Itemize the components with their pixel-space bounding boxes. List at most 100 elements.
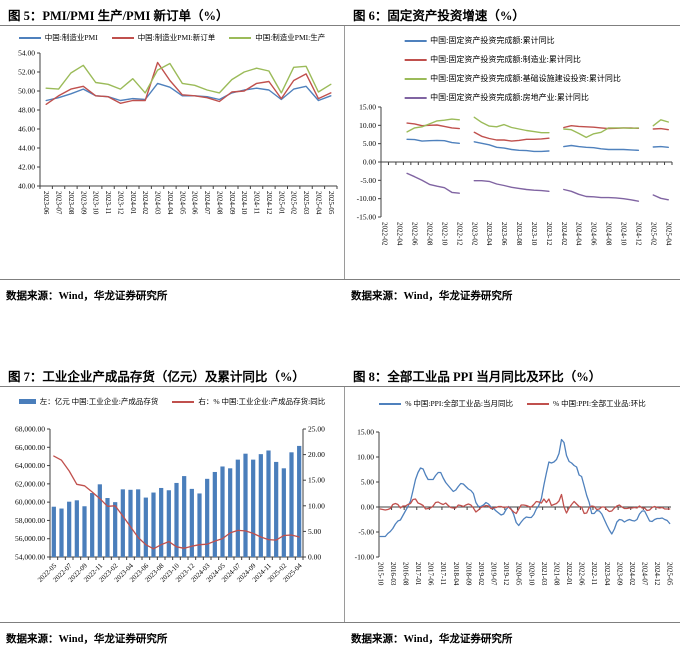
- svg-text:-15.00: -15.00: [357, 213, 377, 222]
- svg-text:2023-02: 2023-02: [470, 222, 478, 246]
- svg-text:-10.00: -10.00: [357, 194, 377, 203]
- figure7-title: 图 7：工业企业产成品存货（亿元）及累计同比（%）: [8, 370, 305, 384]
- figure8-source: 数据来源：Wind，华龙证券研究所: [351, 634, 513, 645]
- svg-text:2024-07: 2024-07: [641, 562, 649, 586]
- svg-text:48.00: 48.00: [18, 106, 35, 115]
- legend-label: 中国:固定资产投资完成额:基础设施建设投资:累计同比: [430, 74, 621, 83]
- svg-text:2023-07: 2023-07: [55, 191, 63, 215]
- svg-text:2023-09: 2023-09: [79, 191, 87, 215]
- svg-text:10.00: 10.00: [357, 453, 374, 462]
- svg-text:2023-08: 2023-08: [515, 222, 523, 246]
- svg-text:0.00: 0.00: [363, 158, 376, 167]
- svg-text:2015-10: 2015-10: [376, 562, 384, 586]
- svg-text:2024-04: 2024-04: [575, 222, 583, 246]
- legend-label: 中国:制造业PMI:新订单: [137, 33, 216, 42]
- svg-text:2024-09: 2024-09: [228, 191, 236, 215]
- svg-text:2023-06: 2023-06: [42, 191, 50, 215]
- ppi-chart-legend: % 中国:PPI:全部工业品:当月同比 % 中国:PPI:全部工业品:环比: [345, 398, 680, 409]
- legend-label: 左：亿元 中国:工业企业:产成品存货: [39, 397, 159, 406]
- svg-text:2023-12: 2023-12: [545, 222, 553, 246]
- svg-text:2022-11: 2022-11: [590, 562, 598, 586]
- svg-text:2024-10: 2024-10: [620, 222, 628, 246]
- svg-text:2024-03: 2024-03: [154, 191, 162, 215]
- svg-text:5.00: 5.00: [308, 527, 321, 536]
- svg-text:2024-08: 2024-08: [605, 222, 613, 246]
- svg-text:2024-11: 2024-11: [253, 191, 261, 215]
- figure7-source: 数据来源：Wind，华龙证券研究所: [6, 634, 168, 645]
- svg-text:2025-03: 2025-03: [302, 191, 310, 215]
- figure5-source: 数据来源：Wind，华龙证券研究所: [6, 291, 168, 302]
- svg-text:2020-05: 2020-05: [515, 562, 523, 586]
- svg-text:2016-08: 2016-08: [401, 562, 409, 586]
- svg-text:-5.00: -5.00: [358, 528, 374, 537]
- svg-text:2023-09: 2023-09: [615, 562, 623, 586]
- legend-label: % 中国:PPI:全部工业品:环比: [553, 399, 646, 408]
- svg-text:58,000.00: 58,000.00: [15, 516, 45, 525]
- svg-text:2019-12: 2019-12: [502, 562, 510, 586]
- horizontal-rule: [0, 386, 680, 387]
- svg-text:2024-01: 2024-01: [129, 191, 137, 215]
- legend-item: 右：% 中国:工业企业:产成品存货:同比: [172, 396, 325, 407]
- legend-label: 中国:制造业PMI: [44, 33, 98, 42]
- svg-text:2023-10: 2023-10: [92, 191, 100, 215]
- figure5-title: 图 5：PMI/PMI 生产/PMI 新订单（%）: [8, 9, 229, 23]
- fai-chart-legend: 中国:固定资产投资完成额:累计同比 中国:固定资产投资完成额:制造业:累计同比 中国…: [404, 35, 621, 103]
- fai-chart-svg: -15.00 -10.00 -5.00 0.00 5.00 10.00 15.00 2022-…: [357, 103, 673, 246]
- svg-text:5.00: 5.00: [363, 139, 376, 148]
- svg-text:66,000.00: 66,000.00: [15, 443, 45, 452]
- legend-item: 中国:制造业PMI: [18, 32, 98, 43]
- legend-label: 右：% 中国:工业企业:产成品存货:同比: [198, 397, 326, 406]
- svg-text:2024-12: 2024-12: [265, 191, 273, 215]
- figure6-title: 图 6：固定资产投资增速（%）: [353, 9, 525, 23]
- svg-text:2016-03: 2016-03: [389, 562, 397, 586]
- svg-text:2025-05: 2025-05: [666, 562, 674, 586]
- svg-text:2018-04: 2018-04: [452, 562, 460, 586]
- legend-item: 中国:制造业PMI:生产: [229, 32, 325, 43]
- horizontal-rule: [0, 279, 680, 280]
- svg-text:68,000.00: 68,000.00: [15, 425, 45, 434]
- section-spacer: [0, 303, 680, 361]
- svg-text:-5.00: -5.00: [360, 176, 376, 185]
- svg-text:2025-01: 2025-01: [277, 191, 285, 215]
- legend-line-swatch: [172, 400, 195, 403]
- svg-text:2017-01: 2017-01: [414, 562, 422, 586]
- svg-text:2024-12: 2024-12: [653, 562, 661, 586]
- inventory-chart-svg: 54,000.00 56,000.00 58,000.00 60,000.00 62,0…: [15, 425, 325, 584]
- legend-line-swatch: [404, 77, 427, 80]
- svg-text:2025-05: 2025-05: [327, 191, 335, 215]
- legend-line-swatch: [404, 58, 427, 61]
- svg-text:2024-06: 2024-06: [590, 222, 598, 246]
- svg-text:2022-10: 2022-10: [440, 222, 448, 246]
- svg-text:2024-06: 2024-06: [191, 191, 199, 215]
- source-row-2: 数据来源：Wind，华龙证券研究所 数据来源：Wind，华龙证券研究所: [0, 623, 680, 647]
- svg-text:54,000.00: 54,000.00: [15, 553, 45, 562]
- legend-label: 中国:固定资产投资完成额:制造业:累计同比: [430, 55, 581, 64]
- legend-line-swatch: [527, 402, 549, 405]
- figure-titles-row-2: 图 7：工业企业产成品存货（亿元）及累计同比（%） 图 8：全部工业品 PPI …: [0, 361, 680, 386]
- svg-text:2020-10: 2020-10: [527, 562, 535, 586]
- legend-label: 中国:制造业PMI:生产: [255, 33, 326, 42]
- svg-text:2017-06: 2017-06: [427, 562, 435, 586]
- svg-text:54.00: 54.00: [18, 49, 35, 58]
- figure6-panel: 中国:固定资产投资完成额:累计同比 中国:固定资产投资完成额:制造业:累计同比 中国…: [345, 26, 680, 279]
- svg-text:60,000.00: 60,000.00: [15, 498, 45, 507]
- svg-text:2025-04: 2025-04: [664, 222, 672, 246]
- svg-text:2024-02: 2024-02: [628, 562, 636, 586]
- svg-text:2022-12: 2022-12: [455, 222, 463, 246]
- legend-item: 中国:固定资产投资完成额:房地产业:累计同比: [404, 92, 589, 103]
- legend-line-swatch: [18, 36, 41, 39]
- legend-line-swatch: [404, 96, 427, 99]
- svg-text:2024-07: 2024-07: [203, 191, 211, 215]
- svg-text:2022-01: 2022-01: [565, 562, 573, 586]
- svg-text:2022-06: 2022-06: [578, 562, 586, 586]
- svg-text:2022-06: 2022-06: [411, 222, 419, 246]
- svg-text:2023-06: 2023-06: [500, 222, 508, 246]
- svg-text:-10.00: -10.00: [355, 553, 375, 562]
- svg-text:2023-08: 2023-08: [67, 191, 75, 215]
- svg-text:25.00: 25.00: [308, 425, 325, 434]
- horizontal-rule: [0, 25, 680, 26]
- svg-text:2017-11: 2017-11: [439, 562, 447, 586]
- svg-text:2024-08: 2024-08: [215, 191, 223, 215]
- svg-text:46.00: 46.00: [18, 125, 35, 134]
